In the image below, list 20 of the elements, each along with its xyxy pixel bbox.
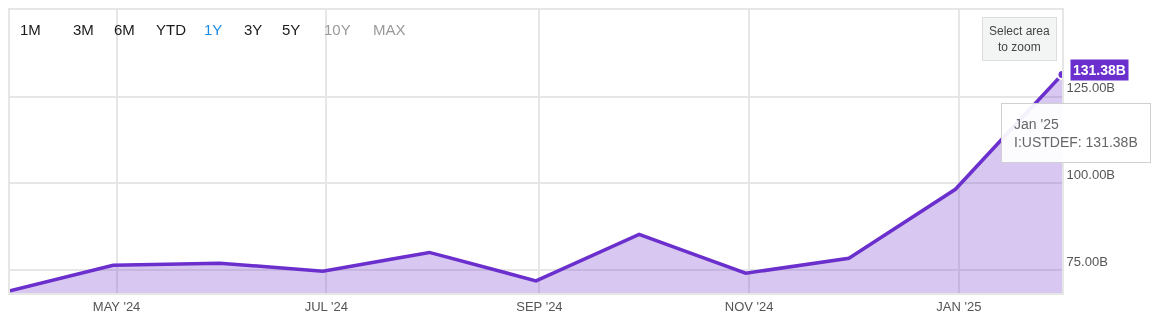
annotation: 5Y (282, 21, 301, 38)
annotation: 1Y (204, 21, 223, 38)
y-tick-label: 75.00B (1066, 253, 1108, 269)
x-tick-label: MAY '24 (92, 298, 141, 314)
x-tick-label: SEP '24 (516, 298, 563, 314)
annotation: YTD (156, 21, 187, 38)
annotation: Select area to zoom (989, 24, 1051, 54)
annotation: 131.38B (1073, 62, 1126, 78)
y-tick-label: 125.00B (1066, 80, 1116, 96)
x-tick-label: NOV '24 (724, 298, 774, 314)
annotation: 3Y (244, 21, 263, 38)
annotation: Jan '25 I:USTDEF: 131.38B (1014, 116, 1138, 151)
x-tick-label: JAN '25 (936, 298, 982, 314)
annotation: 3M (73, 21, 94, 38)
annotation: 1M (20, 21, 41, 38)
annotation: 10Y (324, 21, 351, 38)
x-tick-label: JUL '24 (304, 298, 348, 314)
annotation: 6M (114, 21, 135, 38)
y-tick-label: 100.00B (1066, 166, 1116, 182)
annotation: MAX (373, 21, 406, 38)
